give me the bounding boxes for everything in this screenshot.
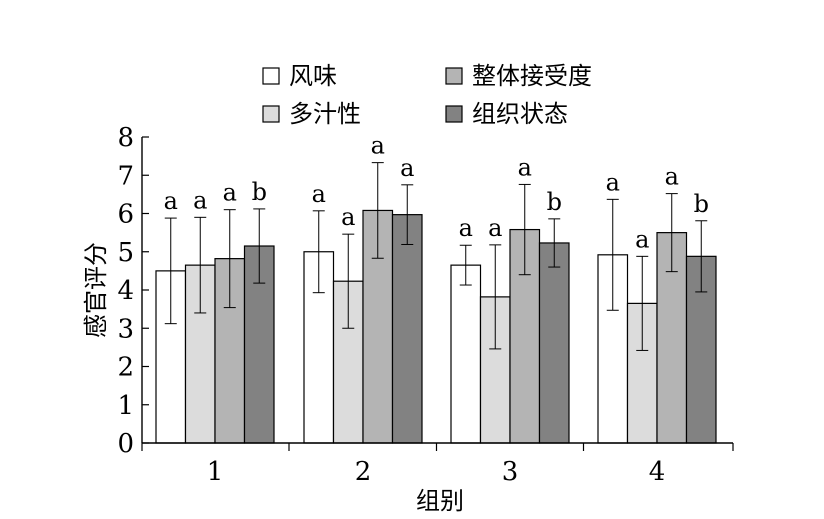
significance-label-group4-series1: a bbox=[606, 168, 620, 196]
significance-label-group1-series2: a bbox=[193, 186, 207, 214]
bar-group3-series1 bbox=[450, 264, 482, 444]
legend-label-series1: 风味 bbox=[289, 62, 337, 90]
y-tick-label-7: 7 bbox=[117, 161, 134, 191]
error-bars-layer bbox=[164, 162, 708, 351]
significance-label-group3-series2: a bbox=[488, 214, 502, 242]
bar-group2-series4 bbox=[391, 214, 423, 444]
x-tick-label-1: 1 bbox=[207, 457, 224, 487]
legend-swatch-series2 bbox=[262, 105, 280, 123]
x-tick-label-2: 2 bbox=[355, 457, 372, 487]
legend-swatch-series4 bbox=[445, 105, 463, 123]
bars-layer bbox=[155, 209, 717, 444]
significance-label-group2-series1: a bbox=[312, 180, 326, 208]
significance-label-group4-series3: a bbox=[665, 163, 679, 191]
bar-group3-series4 bbox=[538, 242, 570, 444]
significance-label-group2-series2: a bbox=[341, 203, 355, 231]
significance-label-group4-series2: a bbox=[635, 225, 649, 253]
legend-label-series4: 组织状态 bbox=[472, 100, 568, 128]
legend-swatch-series1 bbox=[262, 67, 280, 85]
y-tick-label-1: 1 bbox=[117, 391, 134, 421]
significance-label-group4-series4: b bbox=[694, 190, 709, 218]
x-axis-title: 组别 bbox=[416, 487, 464, 515]
legend-label-series3: 整体接受度 bbox=[472, 62, 592, 90]
x-tick-label-3: 3 bbox=[502, 457, 519, 487]
significance-label-group3-series1: a bbox=[459, 214, 473, 242]
legend-label-series2: 多汁性 bbox=[289, 100, 361, 128]
x-tick-label-4: 4 bbox=[649, 457, 666, 487]
y-axis-title: 感官评分 bbox=[82, 242, 110, 338]
y-tick-label-3: 3 bbox=[117, 314, 134, 344]
axes-layer: 0 1 2 3 4 5 6 7 8 1 2 3 4 bbox=[117, 123, 734, 487]
y-tick-label-4: 4 bbox=[117, 276, 134, 306]
significance-label-group3-series3: a bbox=[518, 153, 532, 181]
significance-label-group2-series3: a bbox=[371, 132, 385, 160]
significance-label-group1-series3: a bbox=[223, 179, 237, 207]
legend-swatch-series3 bbox=[445, 67, 463, 85]
y-tick-label-8: 8 bbox=[117, 123, 134, 153]
significance-label-group1-series1: a bbox=[164, 187, 178, 215]
significance-label-group2-series4: a bbox=[400, 154, 414, 182]
y-tick-label-5: 5 bbox=[117, 238, 134, 268]
y-tick-label-6: 6 bbox=[117, 200, 134, 230]
significance-label-group1-series4: b bbox=[252, 178, 267, 206]
bar-group1-series4 bbox=[243, 245, 275, 444]
y-tick-label-2: 2 bbox=[117, 353, 134, 383]
significance-label-group3-series4: b bbox=[547, 188, 562, 216]
y-tick-label-0: 0 bbox=[117, 429, 134, 459]
